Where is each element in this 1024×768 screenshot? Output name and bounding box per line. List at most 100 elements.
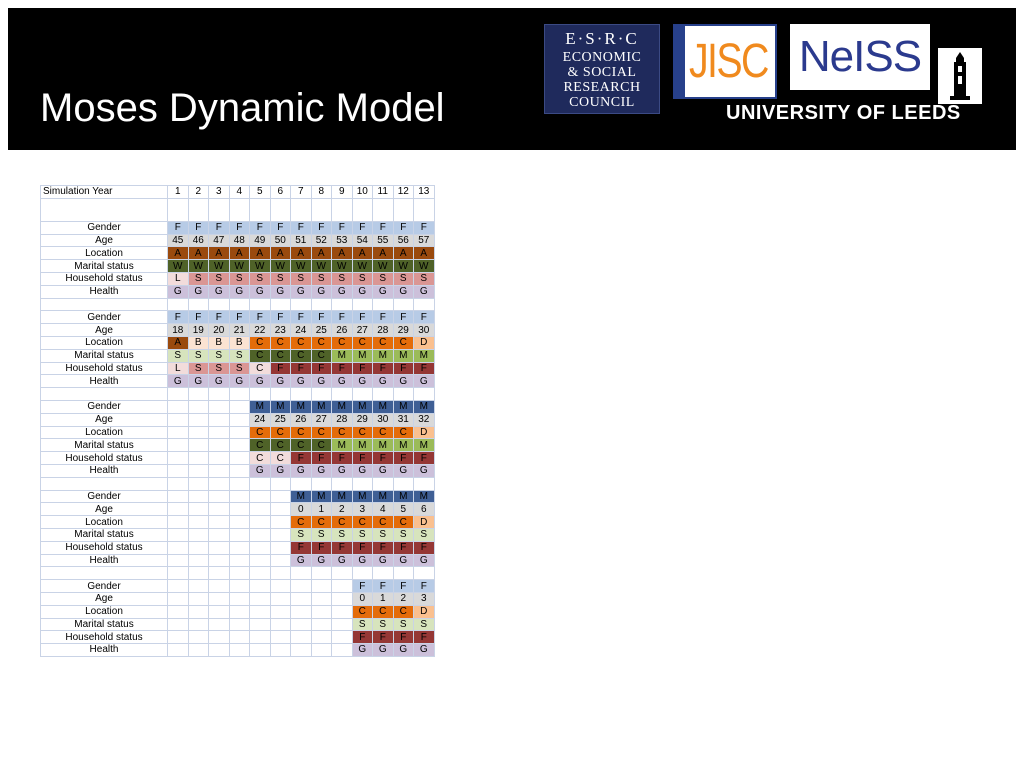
table-cell: M xyxy=(392,489,414,504)
table-cell: W xyxy=(331,259,353,273)
table-row: Household status F F F F F F F xyxy=(40,540,435,555)
table-cell: F xyxy=(413,579,435,593)
neiss-logo-text: NeISS xyxy=(798,32,922,81)
table-cell xyxy=(269,604,291,619)
table-cell: C xyxy=(372,515,394,529)
table-cell: F xyxy=(372,361,394,376)
spacer-cell xyxy=(351,566,373,581)
table-cell xyxy=(187,438,209,453)
table-row: Gender F F F F F F F F F F F F F xyxy=(40,310,435,325)
table-cell: A xyxy=(249,246,271,261)
table-cell: M xyxy=(331,438,353,453)
spacer-cell xyxy=(228,297,250,312)
table-row: Household status L S S S C F F F F F F F F xyxy=(40,361,435,376)
table-cell: A xyxy=(208,246,230,261)
spacer-cell xyxy=(40,197,168,222)
table-cell: W xyxy=(228,259,250,273)
table-cell: G xyxy=(392,374,414,389)
table-cell: G xyxy=(372,284,394,299)
spacer-cell xyxy=(167,566,189,581)
table-cell xyxy=(228,489,250,504)
spacer-cell xyxy=(269,387,291,401)
table-cell xyxy=(269,515,291,529)
table-cell: 24 xyxy=(290,323,312,337)
table-cell: F xyxy=(269,310,291,325)
table-row: Household status F F F F xyxy=(40,630,435,645)
table-cell: C xyxy=(290,425,312,440)
table-row: Marital status S S S S C C C C M M M M M xyxy=(40,348,435,363)
spacer-cell xyxy=(351,387,373,401)
table-cell: 23 xyxy=(269,323,291,337)
table-cell xyxy=(187,591,209,606)
spacer-cell xyxy=(208,197,230,222)
jisc-logo-text: JISC xyxy=(689,35,769,88)
table-cell xyxy=(310,579,332,593)
row-label: Location xyxy=(40,604,168,619)
row-label: Household status xyxy=(40,361,168,376)
year-header: 6 xyxy=(269,185,291,199)
table-cell: F xyxy=(290,540,312,555)
table-cell: 27 xyxy=(310,412,332,427)
table-cell: G xyxy=(290,553,312,568)
spacer-cell xyxy=(249,566,271,581)
row-label: Marital status xyxy=(40,438,168,453)
table-cell: G xyxy=(392,553,414,568)
table-cell: S xyxy=(269,271,291,286)
table-cell: F xyxy=(392,540,414,555)
row-label: Marital status xyxy=(40,527,168,542)
spacer-cell xyxy=(372,566,394,581)
table-cell: M xyxy=(392,399,414,414)
spacer-cell xyxy=(413,197,435,222)
table-cell xyxy=(331,591,353,606)
spacer-cell xyxy=(331,197,353,222)
esrc-logo-line: & SOCIAL xyxy=(567,65,637,80)
row-label: Household status xyxy=(40,271,168,286)
table-cell: S xyxy=(331,271,353,286)
table-cell: F xyxy=(310,361,332,376)
spacer-cell xyxy=(310,566,332,581)
table-cell: C xyxy=(331,515,353,529)
table-row: Location A A A A A A A A A A A A A xyxy=(40,246,435,261)
esrc-logo-line: E·S·R·C xyxy=(565,29,639,48)
spacer-cell xyxy=(269,566,291,581)
table-cell xyxy=(249,579,271,593)
row-label: Age xyxy=(40,591,168,606)
spacer-cell xyxy=(290,566,312,581)
table-cell xyxy=(228,463,250,478)
row-label: Gender xyxy=(40,399,168,414)
table-cell: S xyxy=(392,617,414,632)
table-cell: 2 xyxy=(392,591,414,606)
table-cell: F xyxy=(228,220,250,235)
table-cell: F xyxy=(413,220,435,235)
row-label: Age xyxy=(40,323,168,337)
table-cell: M xyxy=(351,399,373,414)
table-cell: C xyxy=(290,348,312,363)
table-cell: F xyxy=(187,220,209,235)
table-cell xyxy=(167,630,189,645)
table-cell: F xyxy=(392,220,414,235)
table-cell: S xyxy=(413,271,435,286)
spacer-cell xyxy=(392,387,414,401)
table-row: Health G G G G xyxy=(40,643,435,657)
table-cell: C xyxy=(392,515,414,529)
table-cell xyxy=(290,591,312,606)
table-cell xyxy=(249,630,271,645)
row-label: Gender xyxy=(40,489,168,504)
table-cell: M xyxy=(351,438,373,453)
table-cell: G xyxy=(413,463,435,478)
row-label: Health xyxy=(40,284,168,299)
table-cell xyxy=(249,527,271,542)
table-cell: G xyxy=(290,463,312,478)
table-cell: G xyxy=(187,374,209,389)
table-cell xyxy=(228,591,250,606)
year-header: 4 xyxy=(228,185,250,199)
table-cell xyxy=(331,604,353,619)
row-label: Age xyxy=(40,412,168,427)
row-label: Household status xyxy=(40,540,168,555)
spacer-cell xyxy=(167,197,189,222)
table-cell xyxy=(228,540,250,555)
spacer-cell xyxy=(290,297,312,312)
table-cell: C xyxy=(372,335,394,350)
table-cell xyxy=(228,579,250,593)
spacer-row xyxy=(40,476,435,491)
